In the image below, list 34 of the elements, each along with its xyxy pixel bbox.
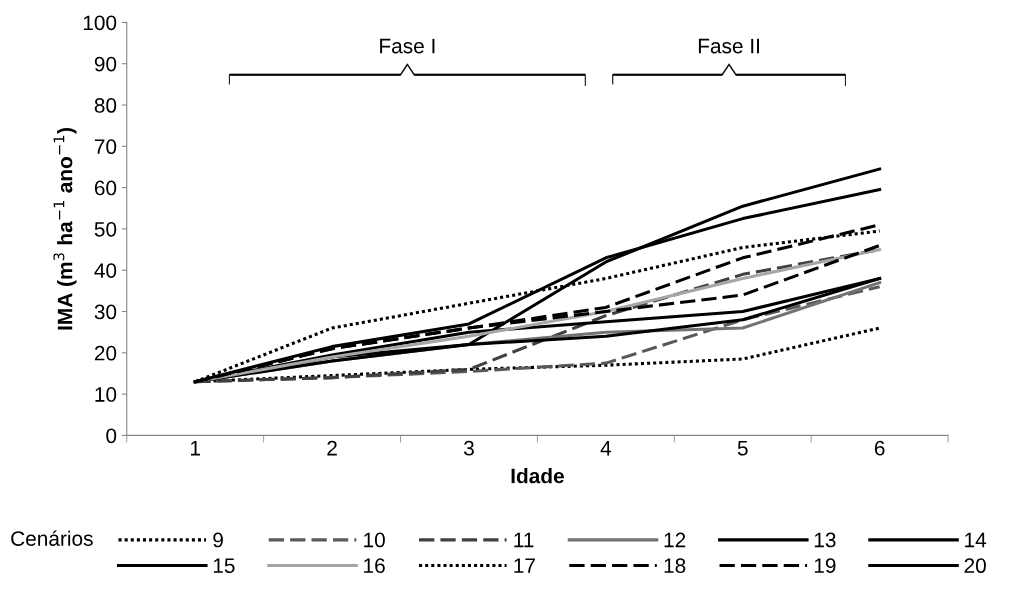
annotation: Fase I [380,38,435,54]
legend-label: 11 [514,532,534,548]
legend-title: Cenários [11,530,93,546]
y-tick-label: 90 [94,56,117,72]
y-tick-label: 10 [95,387,117,402]
legend-label: 10 [364,532,385,548]
y-tick-label: 70 [94,139,117,155]
legend-label: 13 [814,532,836,548]
y-tick-label: 50 [94,221,117,237]
y-tick-label: 100 [83,15,117,31]
legend-label: 19 [814,558,836,574]
y-tick-label: 30 [94,304,117,320]
legend-label: 16 [364,558,385,574]
x-tick-label: 6 [874,440,885,456]
y-tick-label: 0 [106,428,117,444]
y-tick-label: 20 [94,345,117,361]
y-tick-label: 60 [94,180,117,196]
x-tick-label: 4 [600,441,612,456]
x-tick-label: 2 [327,440,337,456]
x-tick-label: 5 [737,441,748,456]
y-tick-label: 40 [94,263,117,278]
y-tick-label: 80 [94,98,117,113]
legend-label: 9 [213,532,223,548]
legend-label: 14 [965,532,987,548]
x-tick-label: 3 [463,440,474,456]
legend-label: 20 [964,558,986,574]
x-axis-title: Idade [511,468,564,484]
legend-label: 17 [514,558,535,573]
y-axis-title: IMA (m$^{3}$ ha$^{−1}$ ano$^{−1}$) [53,128,77,330]
x-tick-label: 1 [190,441,200,456]
annotation: Fase II [698,38,759,54]
legend-label: 15 [213,558,235,574]
legend-label: 12 [664,532,686,548]
legend-label: 18 [664,558,686,574]
